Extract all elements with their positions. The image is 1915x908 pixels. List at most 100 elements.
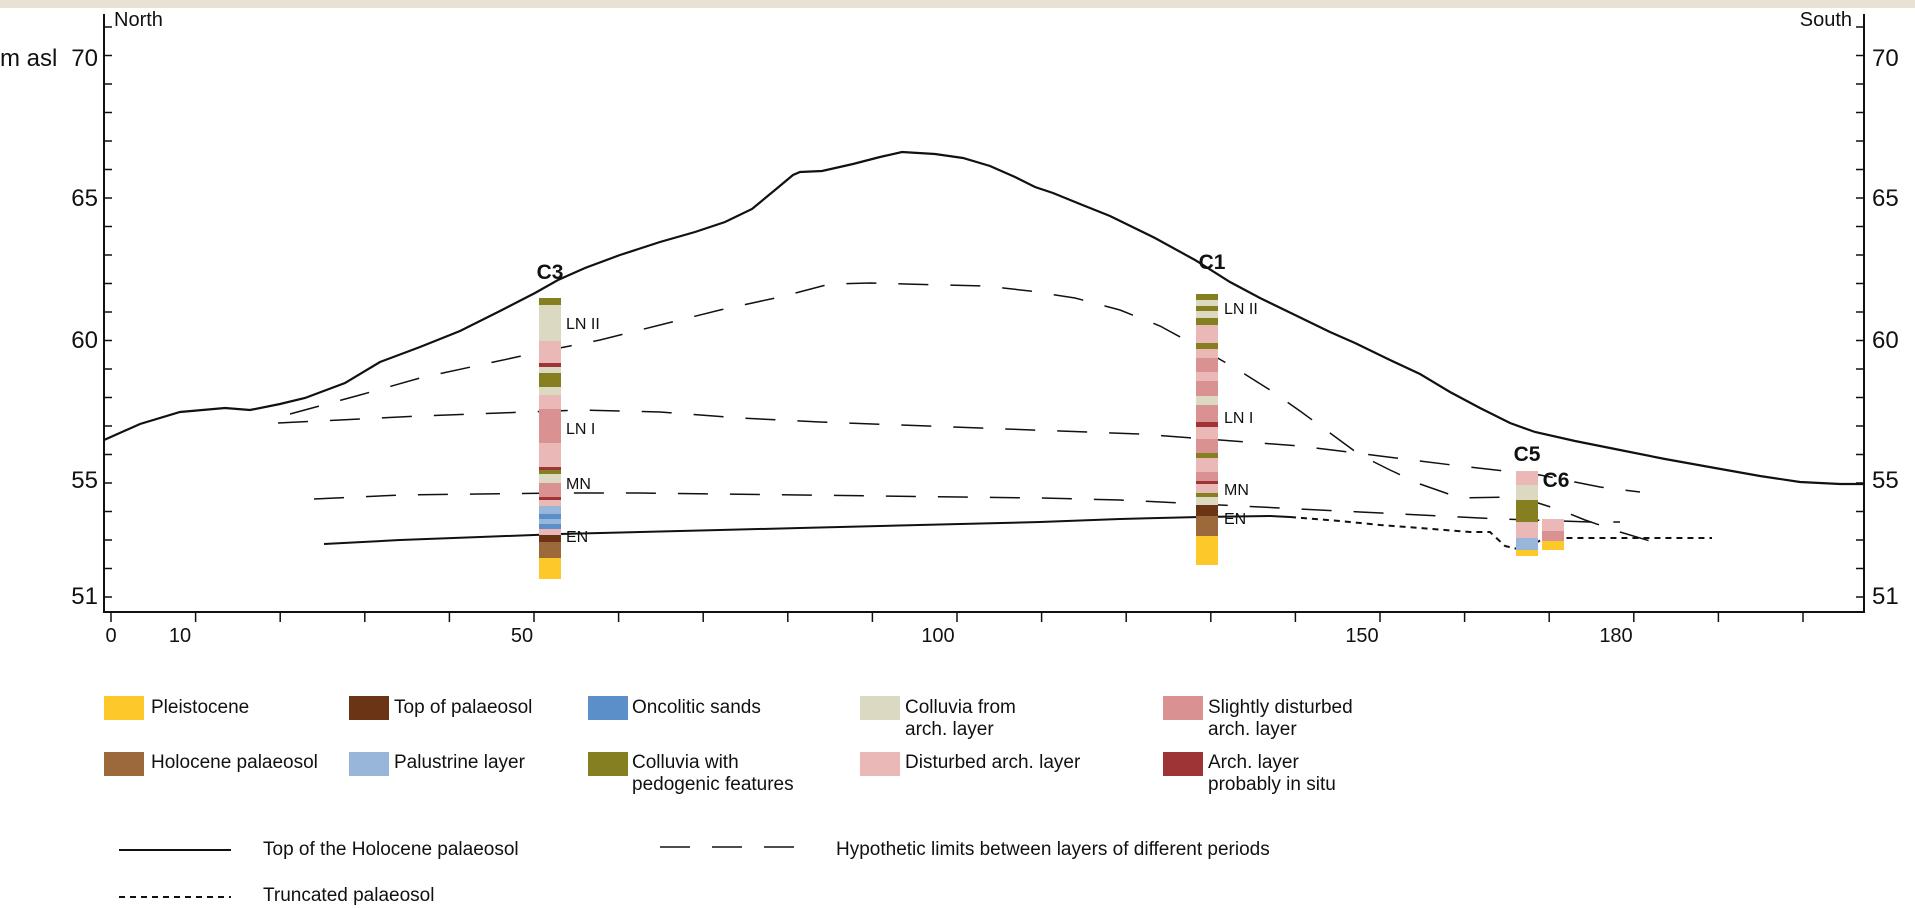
core-layer-slightly-disturbed [539,483,561,497]
core-layer-colluvia-pedogenic [1196,294,1218,300]
core-layer-disturbed [539,500,561,506]
core-layer-palustrine [539,506,561,514]
core-layer-disturbed [539,529,561,535]
core-layer-slightly-disturbed [539,409,561,443]
x-tick-0: 0 [105,625,116,647]
core-layer-colluvia-pedogenic [1196,306,1218,311]
core-layer-palustrine [539,519,561,524]
core-label-c6: C6 [1543,469,1570,492]
y-tick-left-60: 60 [71,327,98,354]
x-tick-180: 180 [1599,625,1632,647]
core-layer-slightly-disturbed [1542,531,1564,541]
core-label-c5: C5 [1514,443,1541,466]
core-layer-colluvia-arch [539,305,561,341]
core-layer-colluvia-arch [1196,497,1218,505]
y-tick-left-65: 65 [71,185,98,212]
period-label-c3-ln1: LN I [566,421,595,438]
core-layer-oncolitic [539,524,561,529]
core-layer-colluvia-pedogenic [1516,500,1538,522]
core-layer-colluvia-arch [1196,396,1218,405]
core-column-c3 [539,298,561,579]
south-label: South [1800,9,1852,31]
core-layer-colluvia-arch [1196,311,1218,318]
core-layer-pleistocene [1542,541,1564,550]
y-minor-ticks [104,26,1864,598]
period-label-c3-ln2: LN II [566,316,600,333]
core-layer-colluvia-arch [539,387,561,395]
limit-ln1-mn-dashed [277,409,1641,493]
y-tick-right-51: 51 [1872,583,1899,610]
core-layer-slightly-disturbed [1196,358,1218,372]
y-tick-right-70: 70 [1872,45,1899,72]
limit-mn-en-dashed [313,492,1620,523]
core-layer-palustrine [1516,538,1538,550]
core-layer-disturbed [1196,325,1218,343]
core-layer-oncolitic [539,514,561,519]
period-label-c1-en: EN [1224,511,1246,528]
ground-surface-line [103,150,1864,486]
core-layer-in-situ [539,363,561,367]
top-border-band [0,0,1915,8]
core-layer-colluvia-arch [1516,485,1538,500]
y-tick-right-55: 55 [1872,467,1899,494]
period-label-c1-ln2: LN II [1224,301,1258,318]
y-tick-right-60: 60 [1872,327,1899,354]
core-layer-top-palaeosol [1196,505,1218,516]
core-layer-disturbed [1196,349,1218,358]
core-layer-colluvia-pedogenic [1196,343,1218,349]
core-layer-slightly-disturbed [1196,439,1218,453]
core-layer-colluvia-pedogenic [1196,318,1218,325]
core-layer-disturbed [1516,522,1538,538]
core-layer-disturbed [539,395,561,409]
core-layer-disturbed [1196,458,1218,472]
core-layer-disturbed [1196,427,1218,439]
core-label-c1: C1 [1199,251,1226,274]
core-layer-in-situ [539,467,561,470]
core-column-c1 [1196,294,1218,565]
period-label-c3-mn: MN [566,476,591,493]
x-minor-ticks [110,612,1804,622]
core-layer-pleistocene [539,558,561,579]
top-holocene-palaeosol-line [323,514,1291,545]
y-tick-left-51: 51 [71,583,98,610]
core-column-c6 [1542,519,1564,550]
x-tick-150: 150 [1345,625,1378,647]
core-layer-disturbed [1516,471,1538,485]
core-layer-disturbed [1542,519,1564,531]
core-label-c3: C3 [537,261,564,284]
core-layer-colluvia-arch [539,367,561,373]
core-layer-in-situ [1196,481,1218,484]
y-axis-unit-label: m asl [0,45,57,72]
period-label-c1-mn: MN [1224,482,1249,499]
core-layer-slightly-disturbed [1196,472,1218,481]
core-column-c5 [1516,471,1538,556]
x-tick-50: 50 [511,625,533,647]
core-layer-colluvia-arch [1196,300,1218,306]
core-layer-pleistocene [1516,550,1538,556]
core-layer-in-situ [539,497,561,500]
core-layer-colluvia-pedogenic [539,373,561,387]
core-layer-disturbed [539,341,561,363]
core-layer-colluvia-pedogenic [1196,493,1218,497]
core-layer-colluvia-pedogenic [539,470,561,474]
core-layer-pleistocene [1196,536,1218,565]
core-layer-disturbed [1196,372,1218,381]
north-label: North [114,9,163,31]
period-label-c1-ln1: LN I [1224,410,1253,427]
core-layer-colluvia-pedogenic [539,298,561,305]
y-tick-left-70: 70 [71,45,98,72]
core-layer-top-palaeosol [539,535,561,542]
y-tick-right-65: 65 [1872,185,1899,212]
core-layer-disturbed [539,443,561,467]
core-layer-slightly-disturbed [1196,381,1218,396]
x-tick-100: 100 [921,625,954,647]
limit-ln2-dashed [289,282,1651,542]
core-layer-colluvia-arch [539,474,561,483]
period-label-c3-en: EN [566,529,588,546]
core-layer-colluvia-pedogenic [1196,453,1218,458]
x-tick-10: 10 [169,625,191,647]
core-layer-holocene-palaeosol [1196,516,1218,536]
core-layer-in-situ [1196,422,1218,427]
core-layer-slightly-disturbed [1196,405,1218,422]
